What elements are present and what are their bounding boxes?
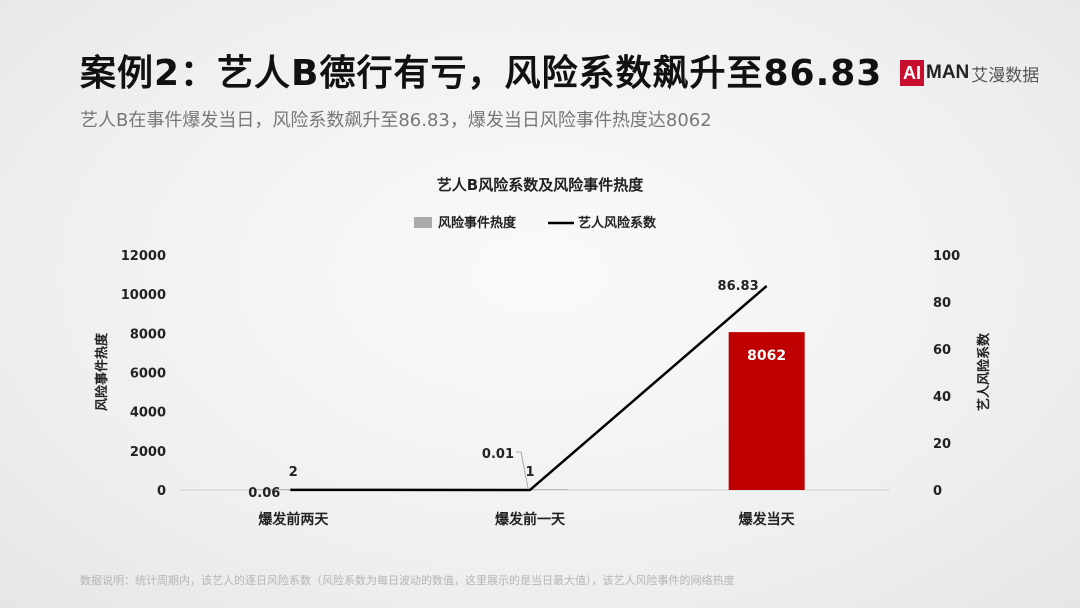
risk-line <box>290 285 768 492</box>
bar-heat-data-label-1: 2 <box>289 465 298 480</box>
y-left-axis-title: 风险事件热度 <box>94 332 110 411</box>
risk-data-label-2: 0.01 <box>482 447 514 462</box>
x-category-label-1: 爆发前两天 <box>258 511 329 528</box>
y-right-tick-label: 0 <box>933 484 942 499</box>
chart-title: 艺人B风险系数及风险事件热度 <box>437 176 644 194</box>
y-right-tick-label: 20 <box>933 437 951 452</box>
legend-label-heat: 风险事件热度 <box>438 215 517 231</box>
y-left-tick-label: 8000 <box>130 327 166 342</box>
risk-data-label-3: 86.83 <box>718 279 759 294</box>
x-category-label-2: 爆发前一天 <box>495 511 566 528</box>
bar-heat-data-label-2: 1 <box>525 465 534 480</box>
y-right-tick-label: 80 <box>933 296 951 311</box>
page-subtitle: 艺人B在事件爆发当日，风险系数飙升至86.83，爆发当日风险事件热度达8062 <box>80 110 712 131</box>
x-category-label-3: 爆发当天 <box>739 511 796 528</box>
risk-label-leader-2 <box>516 451 529 489</box>
y-left-tick-label: 10000 <box>121 288 166 303</box>
y-right-axis-title: 艺人风险系数 <box>976 332 992 411</box>
logo-man-text: MAN <box>926 62 970 83</box>
brand-logo: AI MAN 艾漫数据 <box>900 60 1039 86</box>
y-right-tick-label: 100 <box>933 249 960 264</box>
bar-heat-data-label-3: 8062 <box>747 348 786 364</box>
data-footnote: 数据说明：统计周期内，该艺人的逐日风险系数（风险系数为每日波动的数值，这里展示的… <box>80 574 735 587</box>
page-title: 案例2：艺人B德行有亏，风险系数飙升至86.83 <box>80 53 883 94</box>
bar-heat-3 <box>728 332 805 490</box>
legend-swatch-heat <box>414 217 432 228</box>
y-right-tick-label: 60 <box>933 343 951 358</box>
y-left-tick-label: 6000 <box>130 367 166 382</box>
y-left-tick-label: 12000 <box>121 249 166 264</box>
legend-label-risk: 艺人风险系数 <box>578 215 657 231</box>
risk-data-label-1: 0.06 <box>248 486 280 501</box>
logo-ai-mark: AI <box>900 60 924 86</box>
y-right-tick-label: 40 <box>933 390 951 405</box>
y-left-tick-label: 2000 <box>130 445 166 460</box>
y-left-tick-label: 0 <box>157 484 166 499</box>
y-left-tick-label: 4000 <box>130 406 166 421</box>
logo-cn-text: 艾漫数据 <box>971 65 1040 86</box>
